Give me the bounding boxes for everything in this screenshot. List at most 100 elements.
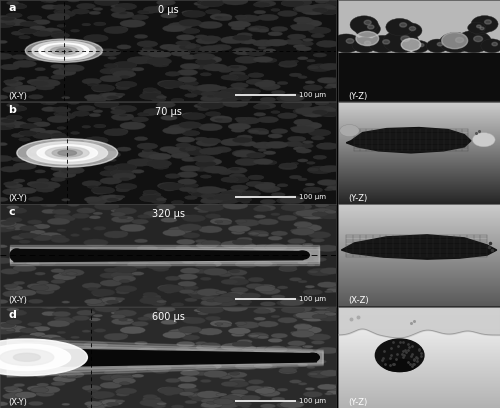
Circle shape — [13, 60, 36, 67]
Text: 0 μs: 0 μs — [158, 5, 178, 15]
Circle shape — [237, 135, 252, 140]
Circle shape — [258, 117, 278, 123]
Circle shape — [206, 401, 216, 404]
Circle shape — [92, 151, 110, 156]
Circle shape — [178, 20, 202, 27]
Circle shape — [110, 212, 126, 217]
Circle shape — [156, 312, 167, 315]
Circle shape — [127, 159, 152, 166]
Circle shape — [132, 321, 148, 326]
Circle shape — [142, 255, 152, 258]
Circle shape — [93, 395, 107, 399]
Circle shape — [308, 373, 318, 375]
Circle shape — [197, 205, 212, 209]
Circle shape — [272, 295, 285, 299]
Circle shape — [221, 279, 238, 284]
Circle shape — [319, 41, 330, 44]
Circle shape — [308, 334, 331, 341]
Circle shape — [138, 151, 160, 158]
Circle shape — [282, 308, 293, 312]
Circle shape — [232, 47, 256, 55]
Circle shape — [184, 298, 198, 302]
Circle shape — [15, 290, 36, 296]
Circle shape — [320, 111, 338, 117]
Circle shape — [156, 204, 176, 210]
Circle shape — [288, 34, 306, 40]
Circle shape — [12, 31, 25, 35]
Circle shape — [113, 266, 137, 273]
Circle shape — [100, 177, 122, 184]
Circle shape — [50, 31, 66, 35]
Circle shape — [118, 319, 128, 321]
Circle shape — [19, 131, 38, 136]
Circle shape — [82, 23, 90, 26]
Circle shape — [84, 239, 108, 246]
Circle shape — [178, 383, 197, 389]
Circle shape — [249, 334, 259, 337]
Circle shape — [19, 35, 30, 39]
Circle shape — [60, 371, 84, 378]
Circle shape — [185, 250, 196, 253]
Circle shape — [199, 0, 220, 4]
Circle shape — [263, 291, 276, 295]
Circle shape — [232, 137, 252, 143]
Circle shape — [239, 345, 256, 350]
Circle shape — [12, 235, 25, 239]
Circle shape — [324, 290, 332, 293]
Circle shape — [196, 58, 216, 65]
Circle shape — [248, 73, 264, 78]
Circle shape — [260, 302, 276, 306]
Circle shape — [320, 268, 342, 274]
Circle shape — [254, 56, 273, 62]
Circle shape — [51, 279, 66, 284]
Circle shape — [116, 297, 125, 300]
Circle shape — [220, 293, 242, 299]
Circle shape — [57, 127, 66, 129]
Circle shape — [51, 75, 66, 79]
Circle shape — [46, 203, 57, 206]
Circle shape — [324, 78, 344, 84]
Circle shape — [0, 257, 12, 264]
Circle shape — [258, 47, 266, 49]
Circle shape — [182, 131, 200, 136]
Circle shape — [24, 54, 48, 61]
Circle shape — [179, 248, 202, 255]
Circle shape — [137, 347, 158, 354]
Circle shape — [16, 4, 24, 6]
Circle shape — [144, 109, 165, 115]
Circle shape — [194, 206, 206, 210]
Circle shape — [288, 136, 306, 142]
Circle shape — [216, 86, 227, 90]
Ellipse shape — [17, 139, 117, 167]
Circle shape — [18, 29, 32, 33]
Circle shape — [19, 29, 38, 34]
Circle shape — [194, 2, 206, 6]
Circle shape — [19, 240, 30, 244]
Circle shape — [156, 300, 166, 303]
Circle shape — [188, 188, 212, 195]
Circle shape — [246, 357, 266, 363]
Circle shape — [0, 19, 18, 27]
Circle shape — [142, 158, 152, 162]
Circle shape — [142, 153, 152, 155]
Circle shape — [100, 382, 122, 388]
Circle shape — [196, 242, 218, 248]
Circle shape — [0, 119, 15, 123]
Circle shape — [176, 341, 195, 347]
Circle shape — [210, 218, 232, 225]
Circle shape — [182, 215, 206, 222]
Circle shape — [294, 324, 310, 328]
Circle shape — [114, 208, 136, 214]
Circle shape — [305, 81, 314, 84]
Circle shape — [271, 231, 288, 236]
Circle shape — [93, 314, 103, 317]
Circle shape — [158, 285, 180, 291]
Circle shape — [134, 341, 147, 345]
Circle shape — [113, 164, 137, 171]
Text: a: a — [8, 3, 16, 13]
Circle shape — [252, 244, 276, 251]
Circle shape — [156, 95, 166, 99]
Circle shape — [36, 383, 49, 387]
Circle shape — [0, 197, 8, 202]
Circle shape — [112, 129, 128, 133]
